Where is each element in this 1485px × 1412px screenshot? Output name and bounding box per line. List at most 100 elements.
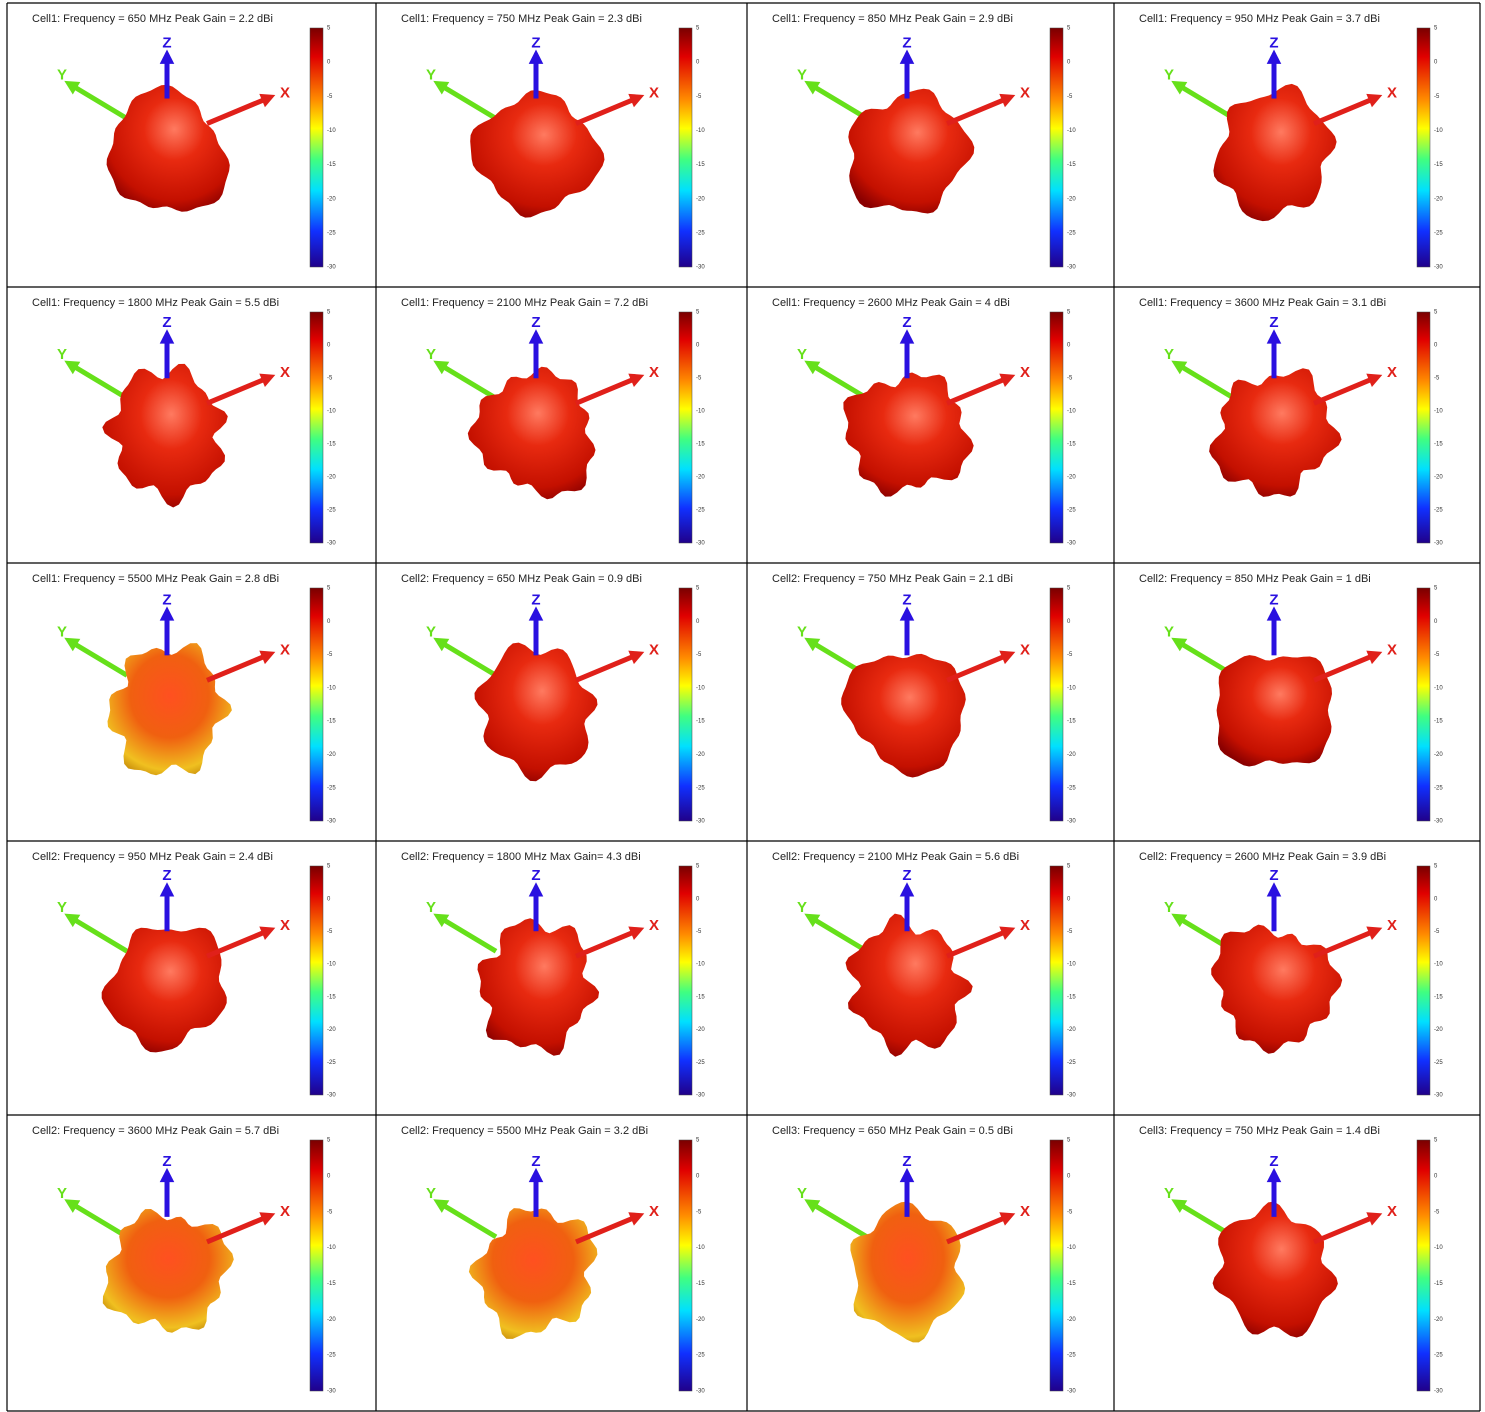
panel-title: Cell1: Frequency = 5500 MHz Peak Gain = … xyxy=(32,573,279,585)
colorbar-tick: 0 xyxy=(1434,343,1438,349)
axis-label: X xyxy=(649,84,659,101)
arrow-head xyxy=(1171,1199,1188,1213)
axis-label: Z xyxy=(902,591,911,608)
axis-label: Z xyxy=(1269,591,1278,608)
colorbar-tick: -25 xyxy=(696,785,705,791)
colorbar xyxy=(309,587,324,822)
axis-label: X xyxy=(280,364,290,381)
axis-label: Y xyxy=(57,899,67,916)
panel-title: Cell1: Frequency = 950 MHz Peak Gain = 3… xyxy=(1139,13,1380,25)
colorbar-tick: -30 xyxy=(1434,1389,1443,1395)
colorbar-tick: 0 xyxy=(1434,619,1438,625)
colorbar-tick: 5 xyxy=(1067,26,1071,32)
colorbar-tick: -30 xyxy=(696,541,705,547)
colorbar-tick: -25 xyxy=(327,785,336,791)
axis-arrow xyxy=(206,96,268,126)
axis-label: X xyxy=(649,364,659,381)
arrow-head xyxy=(528,882,544,897)
colorbar xyxy=(1416,587,1431,822)
arrow-head xyxy=(259,373,276,388)
arrow-head xyxy=(528,49,544,64)
colorbar-tick: -30 xyxy=(1434,1093,1443,1099)
colorbar-tick: -20 xyxy=(1434,196,1443,202)
axis-label: Z xyxy=(162,34,171,51)
axis-label: Y xyxy=(1164,899,1174,916)
colorbar-tick: -30 xyxy=(696,819,705,825)
colorbar-tick: -15 xyxy=(327,1281,336,1287)
colorbar-tick: 0 xyxy=(696,343,700,349)
axis-label: X xyxy=(280,84,290,101)
arrow-head xyxy=(433,637,450,652)
colorbar-tick: -5 xyxy=(1434,929,1440,935)
axis-label: X xyxy=(1387,641,1397,658)
radiation-pattern xyxy=(102,1209,234,1333)
arrow-head xyxy=(628,1212,645,1226)
arrow-head xyxy=(899,606,915,621)
radiation-pattern xyxy=(1216,655,1332,767)
axis-arrow xyxy=(439,83,498,121)
axis-arrow xyxy=(206,1214,268,1245)
colorbar-tick: -10 xyxy=(327,685,336,691)
colorbar-tick: -25 xyxy=(1434,1353,1443,1359)
colorbar-tick: -20 xyxy=(1434,475,1443,481)
axis-label: Y xyxy=(797,346,807,363)
axis-label: X xyxy=(1020,917,1030,934)
axis-label: Y xyxy=(57,66,67,83)
axis-label: X xyxy=(649,917,659,934)
radiation-pattern xyxy=(468,1208,598,1339)
panel-title: Cell1: Frequency = 750 MHz Peak Gain = 2… xyxy=(401,13,642,25)
axis-arrow xyxy=(575,375,637,406)
colorbar-tick: -10 xyxy=(1067,962,1076,968)
axis-arrow xyxy=(810,83,869,121)
colorbar-tick: -30 xyxy=(1067,265,1076,271)
colorbar xyxy=(678,27,693,268)
colorbar-tick: 5 xyxy=(1434,586,1438,592)
panel-title: Cell2: Frequency = 3600 MHz Peak Gain = … xyxy=(32,1125,279,1137)
colorbar-tick: -10 xyxy=(1434,962,1443,968)
colorbar xyxy=(309,1139,324,1392)
colorbar-tick: -10 xyxy=(696,1245,705,1251)
pattern-panel: Cell2: Frequency = 750 MHz Peak Gain = 2… xyxy=(772,573,1076,825)
colorbar-tick: 5 xyxy=(696,310,700,316)
colorbar-tick: -15 xyxy=(1434,1281,1443,1287)
arrow-head xyxy=(1366,1212,1383,1226)
colorbar xyxy=(1416,865,1431,1096)
colorbar-tick: -5 xyxy=(327,652,333,658)
colorbar xyxy=(1416,311,1431,544)
colorbar-tick: -30 xyxy=(1067,541,1076,547)
colorbar-tick: -5 xyxy=(696,376,702,382)
colorbar-tick: 5 xyxy=(1067,310,1071,316)
colorbar-tick: 5 xyxy=(1434,26,1438,32)
colorbar-tick: -15 xyxy=(1434,719,1443,725)
pattern-panel: Cell1: Frequency = 950 MHz Peak Gain = 3… xyxy=(1139,13,1443,271)
radiation-pattern xyxy=(841,653,966,778)
radiation-pattern xyxy=(106,84,230,212)
colorbar-tick: -15 xyxy=(1434,994,1443,1000)
colorbar-tick: -15 xyxy=(327,994,336,1000)
colorbar-tick: -25 xyxy=(1434,785,1443,791)
colorbar-tick: -15 xyxy=(1434,162,1443,168)
arrow-head xyxy=(1266,1167,1282,1183)
axis-label: X xyxy=(1020,641,1030,658)
colorbar-tick: -15 xyxy=(1067,1281,1076,1287)
axis-arrow xyxy=(810,363,869,401)
colorbar-tick: 0 xyxy=(327,1173,331,1179)
colorbar xyxy=(678,587,693,822)
colorbar-tick: -15 xyxy=(327,719,336,725)
arrow-head xyxy=(433,1199,450,1213)
radiation-pattern xyxy=(1213,83,1337,222)
colorbar xyxy=(1049,27,1064,268)
colorbar-tick: -30 xyxy=(1434,265,1443,271)
panel-title: Cell1: Frequency = 1800 MHz Peak Gain = … xyxy=(32,297,279,309)
pattern-panel: Cell1: Frequency = 850 MHz Peak Gain = 2… xyxy=(772,13,1076,271)
axis-label: Z xyxy=(1269,1153,1278,1170)
colorbar xyxy=(1049,865,1064,1096)
colorbar-tick: -5 xyxy=(1434,652,1440,658)
colorbar-tick: 5 xyxy=(696,1138,700,1144)
arrow-head xyxy=(259,650,276,665)
pattern-panel: Cell1: Frequency = 1800 MHz Peak Gain = … xyxy=(32,297,336,547)
colorbar xyxy=(678,865,693,1096)
colorbar-tick: -5 xyxy=(1434,94,1440,100)
axis-label: X xyxy=(1387,1203,1397,1220)
